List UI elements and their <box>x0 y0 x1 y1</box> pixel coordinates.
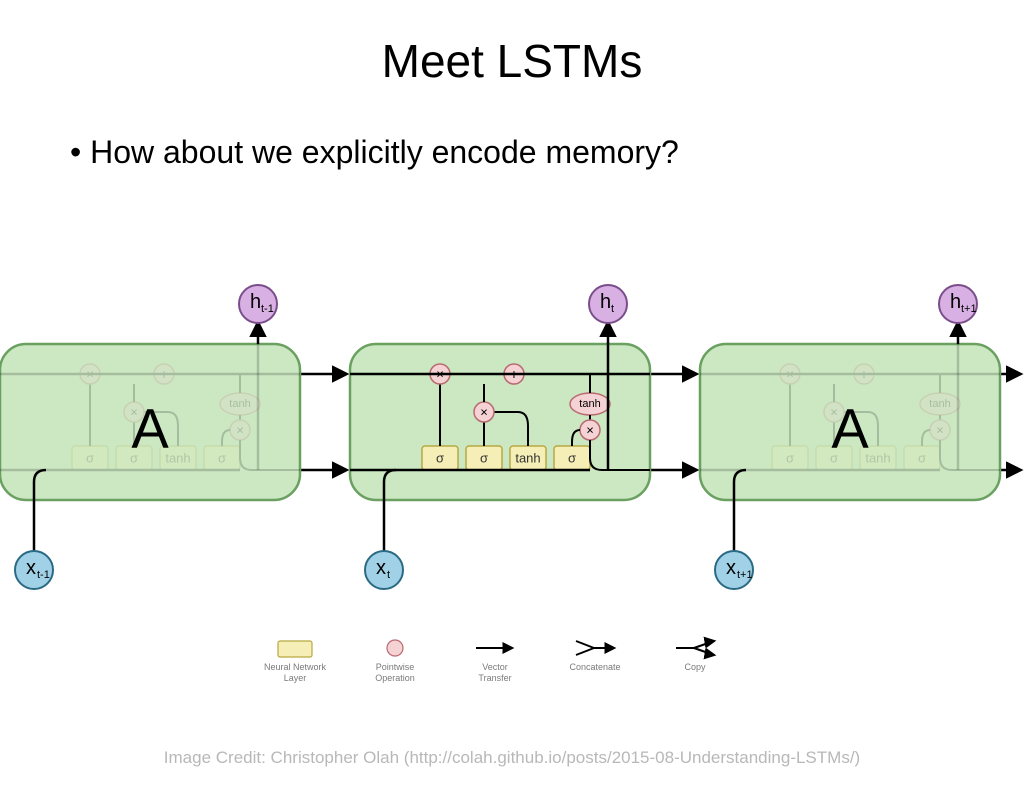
svg-text:×: × <box>480 405 488 420</box>
svg-text:σ: σ <box>86 451 94 466</box>
slide-title: Meet LSTMs <box>0 34 1024 88</box>
lstm-diagram: σσtanhσ××+tanh×Aht-1xt-1σσtanhσ××+tanh×h… <box>0 264 1024 624</box>
svg-text:h: h <box>950 291 961 313</box>
svg-text:tanh: tanh <box>579 398 600 410</box>
svg-text:t: t <box>387 569 390 581</box>
svg-text:σ: σ <box>436 451 444 466</box>
svg-text:tanh: tanh <box>229 398 250 410</box>
svg-text:tanh: tanh <box>929 398 950 410</box>
svg-text:σ: σ <box>218 451 226 466</box>
svg-text:σ: σ <box>480 451 488 466</box>
svg-text:Concatenate: Concatenate <box>569 662 620 672</box>
svg-text:tanh: tanh <box>515 451 540 466</box>
svg-text:t-1: t-1 <box>37 569 50 581</box>
svg-text:t: t <box>611 303 614 315</box>
svg-text:h: h <box>600 291 611 313</box>
svg-text:Layer: Layer <box>284 673 307 683</box>
svg-text:Vector: Vector <box>482 662 508 672</box>
legend: Neural NetworkLayer PointwiseOperation Vec… <box>0 634 1024 701</box>
image-credit: Image Credit: Christopher Olah (http://c… <box>0 748 1024 768</box>
svg-text:×: × <box>586 423 594 438</box>
svg-text:x: x <box>26 557 36 579</box>
svg-text:x: x <box>726 557 736 579</box>
svg-text:σ: σ <box>568 451 576 466</box>
svg-text:Neural Network: Neural Network <box>264 662 327 672</box>
svg-text:h: h <box>250 291 261 313</box>
svg-text:Copy: Copy <box>684 662 706 672</box>
svg-text:×: × <box>236 423 244 438</box>
svg-text:Transfer: Transfer <box>478 673 511 683</box>
svg-text:tanh: tanh <box>165 451 190 466</box>
svg-text:σ: σ <box>786 451 794 466</box>
slide-bullet: How about we explicitly encode memory? <box>70 134 1024 171</box>
svg-text:t+1: t+1 <box>961 303 977 315</box>
svg-text:A: A <box>831 397 869 460</box>
svg-text:t+1: t+1 <box>737 569 753 581</box>
svg-text:Pointwise: Pointwise <box>376 662 415 672</box>
svg-text:×: × <box>936 423 944 438</box>
svg-text:σ: σ <box>918 451 926 466</box>
svg-text:tanh: tanh <box>865 451 890 466</box>
svg-text:Operation: Operation <box>375 673 415 683</box>
svg-text:x: x <box>376 557 386 579</box>
svg-text:A: A <box>131 397 169 460</box>
svg-text:t-1: t-1 <box>261 303 274 315</box>
